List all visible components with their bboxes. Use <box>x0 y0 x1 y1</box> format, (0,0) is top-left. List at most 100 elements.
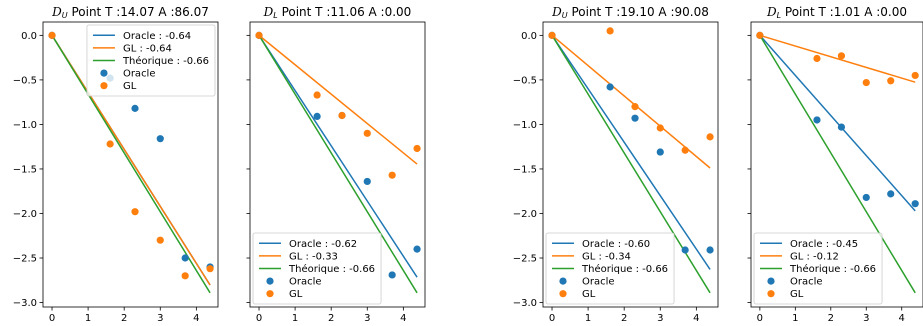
plot-area <box>548 27 714 294</box>
legend-label: GL : -0.34 <box>582 251 631 262</box>
series-line <box>759 34 916 294</box>
legend-label: GL <box>289 289 303 300</box>
data-point <box>338 111 346 120</box>
data-point <box>131 208 139 216</box>
x-tick-label: 2 <box>828 313 834 324</box>
title-symbol: D <box>51 5 62 19</box>
legend-label: Théorique : -0.66 <box>789 263 876 275</box>
data-point <box>548 31 556 39</box>
legend-label: GL <box>123 81 137 92</box>
data-point <box>911 71 919 80</box>
title-symbol: D <box>263 5 274 19</box>
legend-dot-swatch <box>100 82 108 90</box>
x-tick-label: 3 <box>157 313 163 324</box>
x-tick-label: 2 <box>621 313 627 324</box>
subplot-2: DL Point T :11.06 A :0.00 0 1 2 3 4 Oracle : -… <box>246 5 426 324</box>
legend-dot-swatch <box>559 277 567 285</box>
legend-label: GL <box>582 289 596 300</box>
title-subscript: L <box>777 11 781 20</box>
data-point <box>413 144 421 153</box>
data-point <box>388 271 396 279</box>
legend-label: Oracle : -0.62 <box>289 239 357 250</box>
data-point <box>363 177 371 186</box>
y-tick-label: −2.5 <box>13 254 37 265</box>
data-point <box>181 254 189 262</box>
title-subscript: U <box>62 11 68 20</box>
x-tick-label: 4 <box>899 313 905 324</box>
x-tick-label: 0 <box>49 313 55 324</box>
data-point <box>388 171 396 179</box>
x-tick-label: 4 <box>693 313 699 324</box>
data-point <box>862 193 870 202</box>
legend-label: Oracle <box>582 277 615 288</box>
x-tick-label: 0 <box>757 313 763 324</box>
legend-dot-swatch <box>559 290 567 298</box>
y-tick-label: −1.0 <box>13 120 37 131</box>
series-line <box>258 34 418 294</box>
data-point <box>656 124 664 132</box>
y-tick-label: −2.0 <box>513 209 537 220</box>
data-point <box>813 116 821 124</box>
x-tick-label: 2 <box>121 313 127 324</box>
x-tick-label: 4 <box>193 313 199 324</box>
x-tick-label: 1 <box>792 313 798 324</box>
legend-label: GL : -0.64 <box>123 43 172 54</box>
legend-dot-swatch <box>266 290 274 298</box>
legend-label: Théorique : -0.66 <box>581 263 668 275</box>
series-line <box>551 34 711 169</box>
x-tick-label: 3 <box>657 313 663 324</box>
series-line <box>759 34 916 83</box>
chart-title: DU Point T :14.07 A :86.07 <box>51 5 209 20</box>
title-text: Point T :14.07 A :86.07 <box>68 5 209 19</box>
data-point <box>813 54 821 63</box>
x-tick-label: 4 <box>400 313 406 324</box>
series-line <box>51 34 211 294</box>
legend-label: GL : -0.12 <box>790 251 839 262</box>
data-point <box>887 190 895 198</box>
x-tick-label: 3 <box>364 313 370 324</box>
x-tick-label: 2 <box>328 313 334 324</box>
title-symbol: D <box>551 5 562 19</box>
legend-label: Oracle <box>790 277 823 288</box>
data-point <box>156 135 164 143</box>
y-tick-label: 0.0 <box>521 31 537 42</box>
y-tick-label: −0.5 <box>13 75 37 86</box>
plot-area <box>756 31 919 294</box>
title-subscript: U <box>562 11 568 20</box>
title-text: Point T :1.01 A :0.00 <box>781 5 907 19</box>
data-point <box>756 31 764 39</box>
legend-label: GL <box>790 289 804 300</box>
data-point <box>48 31 56 39</box>
legend-frame <box>545 232 675 305</box>
chart-title: DL Point T :1.01 A :0.00 <box>766 5 907 20</box>
legend-label: Oracle <box>289 277 322 288</box>
data-point <box>106 140 114 148</box>
legend-frame <box>753 232 883 305</box>
legend-label: Oracle <box>123 69 156 80</box>
data-point <box>313 91 321 99</box>
data-point <box>206 265 214 273</box>
y-tick-label: 0.0 <box>21 31 37 42</box>
data-point <box>706 133 714 141</box>
x-tick-label: 1 <box>585 313 591 324</box>
series-line <box>258 34 418 165</box>
plot-area <box>255 31 421 294</box>
data-point <box>656 148 664 156</box>
y-tick-label: −0.5 <box>513 75 537 86</box>
subplot-4: DL Point T :1.01 A :0.00 0 1 2 3 4 Oracle : -0… <box>747 5 923 324</box>
legend-label: Oracle : -0.60 <box>582 239 650 250</box>
data-point <box>156 236 164 244</box>
chart-title: DL Point T :11.06 A :0.00 <box>263 5 412 20</box>
title-text: Point T :11.06 A :0.00 <box>278 5 412 19</box>
data-point <box>313 112 321 121</box>
data-point <box>837 52 846 60</box>
x-tick-label: 0 <box>549 313 555 324</box>
series-line <box>551 34 711 270</box>
x-tick-label: 3 <box>863 313 869 324</box>
data-point <box>837 123 846 131</box>
data-point <box>887 77 895 85</box>
data-point <box>606 83 614 91</box>
data-point <box>706 246 714 254</box>
